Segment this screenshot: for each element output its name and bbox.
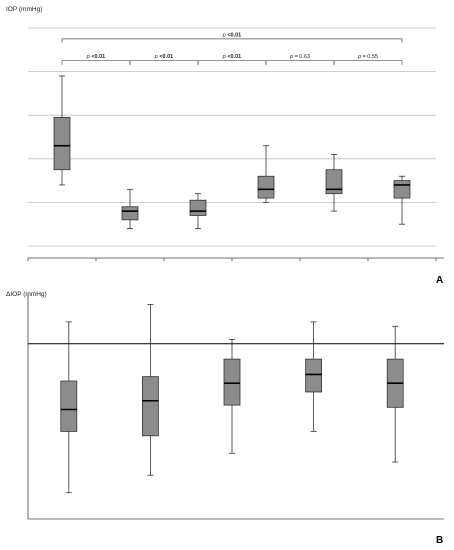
significance-bracket: p = 0.55 bbox=[333, 54, 403, 65]
box-plot-2 bbox=[141, 303, 159, 476]
box-plot-5 bbox=[386, 325, 404, 463]
p-value-label: p <0.01 bbox=[86, 54, 106, 60]
iqr-box bbox=[257, 175, 275, 199]
panel-a-y-axis-title: IOP (mmHg) bbox=[6, 6, 42, 13]
box-plot-4 bbox=[305, 321, 323, 432]
box-plot-1 bbox=[53, 75, 71, 186]
box-plot-5 bbox=[325, 154, 343, 212]
iqr-box bbox=[141, 376, 159, 437]
bracket-line bbox=[61, 38, 403, 43]
iqr-box bbox=[189, 199, 207, 216]
bracket-line bbox=[129, 60, 199, 65]
p-value-label: p <0.01 bbox=[222, 54, 242, 60]
p-value-label: p <0.01 bbox=[222, 32, 242, 38]
iqr-box bbox=[305, 358, 323, 393]
iqr-box bbox=[53, 116, 71, 171]
box-plot-6 bbox=[393, 175, 411, 225]
p-value-label: p <0.01 bbox=[154, 54, 174, 60]
panel-b-y-axis-title: ΔIOP (mmHg) bbox=[6, 291, 47, 298]
iqr-box bbox=[60, 380, 78, 432]
significance-bracket: p <0.01 bbox=[197, 54, 267, 65]
box-plot-4 bbox=[257, 145, 275, 203]
panel-a-letter: A bbox=[436, 275, 443, 286]
significance-bracket: p <0.01 bbox=[61, 32, 403, 43]
bracket-line bbox=[61, 60, 131, 65]
box-plot-3 bbox=[223, 339, 241, 454]
panel-b-delta-iop-chart: ΔIOP (mmHg) B bbox=[6, 291, 444, 546]
panel-a-category-labels bbox=[27, 257, 444, 261]
significance-bracket: p <0.01 bbox=[129, 54, 199, 65]
bracket-line bbox=[265, 60, 335, 65]
iqr-box bbox=[121, 206, 139, 221]
bracket-line bbox=[197, 60, 267, 65]
p-value-label: p = 0.55 bbox=[357, 54, 378, 60]
iqr-box bbox=[393, 180, 411, 199]
iqr-box bbox=[325, 169, 343, 195]
panel-a-boxes bbox=[53, 75, 411, 229]
panel-b-letter: B bbox=[436, 535, 443, 546]
significance-bracket: p <0.01 bbox=[61, 54, 131, 65]
p-value-label: p = 0.63 bbox=[289, 54, 310, 60]
panel-a-significance-brackets: p <0.01 p <0.01 p <0.01 p <0.01 p = 0.63 p = … bbox=[61, 32, 403, 65]
bracket-line bbox=[333, 60, 403, 65]
panel-b-boxes bbox=[60, 303, 404, 494]
panel-a-iop-chart: IOP (mmHg) p <0.01p <0.01 p <0.01 p <0.01 p… bbox=[6, 6, 444, 286]
significance-bracket: p = 0.63 bbox=[265, 54, 335, 65]
box-plot-3 bbox=[189, 193, 207, 229]
panel-b-axes bbox=[27, 294, 444, 520]
box-plot-1 bbox=[60, 321, 78, 494]
panel-a-gridlines bbox=[28, 27, 436, 247]
iqr-box bbox=[223, 358, 241, 406]
box-plot-2 bbox=[121, 188, 139, 229]
